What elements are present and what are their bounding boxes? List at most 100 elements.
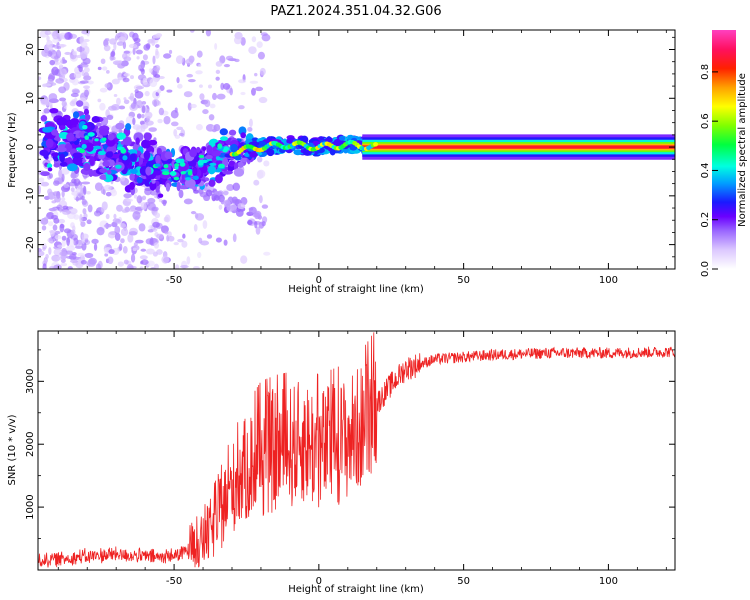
heatmap-noise-blob <box>120 238 125 244</box>
heatmap-noise-blob <box>79 80 89 84</box>
heatmap-noise-blob <box>71 78 79 86</box>
heatmap-ridge-blob <box>56 117 68 127</box>
heatmap-ridge-blob <box>98 128 110 136</box>
heatmap-ridge-blob <box>141 139 151 149</box>
heatmap-noise-blob <box>80 221 86 227</box>
heatmap-noise-blob <box>132 47 136 55</box>
heatmap-noise-blob <box>209 103 216 109</box>
heatmap-ridge-blob <box>85 142 94 152</box>
heatmap-noise-blob <box>119 223 127 229</box>
heatmap-noise-blob <box>106 69 110 74</box>
heatmap-ridge-blob <box>105 137 116 147</box>
heatmap-noise-blob <box>83 85 91 89</box>
heatmap-noise-blob <box>136 56 140 60</box>
heatmap-ridge-blob <box>155 154 161 165</box>
heatmap-ridge-blob <box>329 149 336 156</box>
heatmap-noise-blob <box>54 195 61 203</box>
heatmap-ridge-blob <box>84 114 91 121</box>
heatmap-bright-speckle <box>174 163 180 167</box>
heatmap-bright-speckle <box>161 171 170 176</box>
heatmap-ridge-blob <box>179 185 189 190</box>
heatmap-noise-blob <box>72 50 78 56</box>
heatmap-noise-blob <box>158 107 165 116</box>
heatmap-noise-blob <box>76 46 85 53</box>
heatmap-ridge-blob <box>99 168 108 174</box>
heatmap-noise-blob <box>38 185 41 195</box>
heatmap-ridge-blob <box>116 132 126 140</box>
heatmap-ridge-blob <box>120 140 125 145</box>
heatmap-noise-blob <box>56 45 62 50</box>
heatmap-noise-blob <box>187 102 192 111</box>
heatmap-noise-blob <box>205 189 213 197</box>
heatmap-ridge-blob <box>42 126 53 133</box>
heatmap-noise-blob <box>130 102 136 110</box>
heatmap-noise-blob <box>102 66 108 71</box>
heatmap-noise-blob <box>107 231 116 239</box>
heatmap-noise-blob <box>94 182 103 192</box>
heatmap-noise-blob <box>156 249 163 255</box>
heatmap-noise-blob <box>233 36 242 45</box>
heatmap-noise-blob <box>104 38 110 42</box>
heatmap-noise-blob <box>216 93 226 100</box>
heatmap-noise-blob <box>130 253 136 263</box>
heatmap-noise-blob <box>186 256 191 265</box>
heatmap-ridge-blob <box>249 152 258 158</box>
heatmap-noise-blob <box>51 66 59 76</box>
heatmap-noise-blob <box>80 41 88 48</box>
snr-x-label: Height of straight line (km) <box>288 584 424 595</box>
heatmap-noise-blob <box>139 255 148 260</box>
heatmap-noise-blob <box>181 240 188 248</box>
heatmap-noise-blob <box>186 73 194 78</box>
heatmap-noise-blob <box>64 51 71 55</box>
heatmap-noise-blob <box>223 239 228 246</box>
heatmap-ridge-blob <box>72 152 83 159</box>
heatmap-noise-blob <box>50 214 59 220</box>
heatmap-ridge-blob <box>87 132 95 137</box>
heatmap-bright-speckle <box>101 137 107 141</box>
heatmap-noise-blob <box>193 223 198 232</box>
heatmap-noise-blob <box>48 207 57 212</box>
heatmap-noise-blob <box>121 209 129 213</box>
heatmap-noise-blob <box>249 118 253 128</box>
heatmap-bright-speckle <box>185 177 192 181</box>
heatmap-noise-blob <box>255 86 264 92</box>
heatmap-noise-blob <box>63 184 70 188</box>
heatmap-noise-blob <box>190 211 197 215</box>
heatmap-bright-speckle <box>93 145 102 150</box>
heatmap-ridge-blob <box>51 152 59 157</box>
heatmap-ridge-blob <box>46 163 53 169</box>
heatmap-ridge-blob <box>129 153 136 162</box>
heatmap-ridge-blob <box>111 154 122 159</box>
heatmap-ridge-blob <box>148 160 158 165</box>
heatmap-noise-blob <box>199 93 205 101</box>
heatmap-noise-blob <box>77 252 85 257</box>
heatmap-noise-blob <box>123 259 129 265</box>
heatmap-ridge-blob <box>148 139 158 146</box>
heatmap-noise-blob <box>81 241 87 251</box>
heatmap-ridge-blob <box>56 146 67 153</box>
heatmap-noise-blob <box>258 195 263 204</box>
heatmap-core-blob <box>373 142 379 147</box>
heatmap-noise-blob <box>238 79 247 84</box>
heatmap-noise-blob <box>95 263 101 269</box>
heatmap-noise-blob <box>151 99 160 107</box>
heatmap-noise-blob <box>142 54 148 61</box>
heatmap-noise-blob <box>237 203 246 210</box>
snr-y-tick-label: 2000 <box>25 431 36 456</box>
heatmap-noise-blob <box>49 266 55 269</box>
heatmap-noise-blob <box>129 75 134 80</box>
heatmap-noise-blob <box>53 55 59 60</box>
heatmap-noise-blob <box>135 239 144 244</box>
heatmap-noise-blob <box>83 71 90 80</box>
heatmap-noise-blob <box>175 264 180 269</box>
heatmap-noise-blob <box>103 44 111 52</box>
heatmap-ridge-blob <box>312 140 320 146</box>
heatmap-bright-speckle <box>217 143 223 149</box>
snr-x-tick-label: 100 <box>599 576 618 587</box>
heatmap-noise-blob <box>84 252 94 258</box>
heatmap-ridge-blob <box>72 155 83 166</box>
heatmap-noise-blob <box>54 230 61 235</box>
heatmap-noise-blob <box>38 250 45 257</box>
heatmap-noise-blob <box>155 48 159 56</box>
heatmap-noise-blob <box>152 34 161 39</box>
